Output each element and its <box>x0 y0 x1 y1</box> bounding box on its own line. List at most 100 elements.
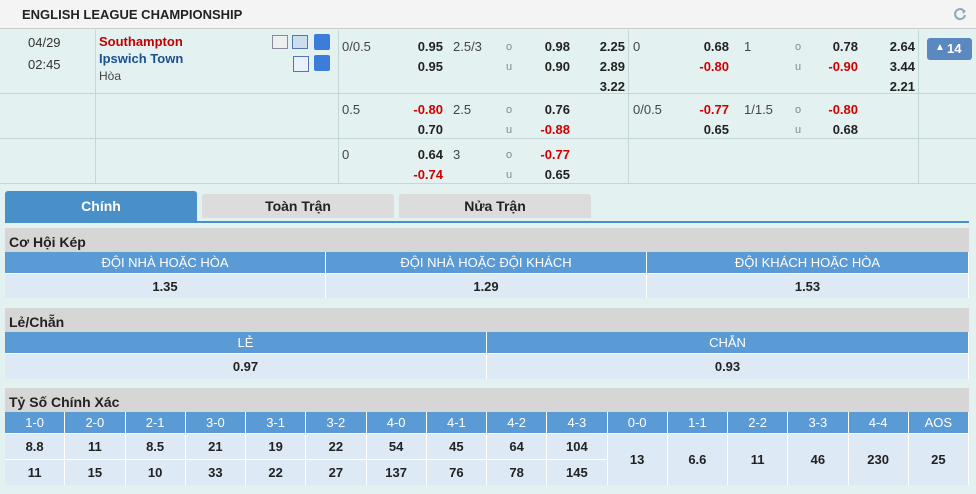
divider <box>628 30 629 183</box>
divider <box>0 93 976 94</box>
odds-value[interactable]: 2.64 <box>889 39 915 54</box>
odds-cell[interactable]: 1.35 <box>5 273 326 298</box>
odds-cell[interactable]: 64 <box>487 433 548 459</box>
total-line: 1 <box>744 39 752 54</box>
odds-value[interactable]: -0.80 <box>828 102 858 117</box>
more-button[interactable] <box>927 38 972 60</box>
column-header: CHẴN <box>487 332 969 353</box>
odds-cell[interactable]: 1.53 <box>647 273 969 298</box>
tab[interactable]: Toàn Trận <box>202 194 394 218</box>
odds-value[interactable]: -0.80 <box>699 59 729 74</box>
odds-cell[interactable]: 0.97 <box>5 353 487 379</box>
odds-cell[interactable]: 33 <box>185 459 246 485</box>
odds-cell[interactable]: 25 <box>908 433 969 485</box>
column-header: LẺ <box>5 332 487 353</box>
odds-value[interactable]: -0.77 <box>699 102 729 117</box>
column-header: 1-1 <box>667 412 728 433</box>
odds-cell[interactable]: 22 <box>306 433 367 459</box>
odds-value[interactable]: 0.68 <box>832 122 858 137</box>
column-header: 3-1 <box>246 412 307 433</box>
handicap-line: 0/0.5 <box>342 39 371 54</box>
divider <box>95 30 96 183</box>
odds-value[interactable]: 2.25 <box>599 39 625 54</box>
odds-cell[interactable]: 76 <box>426 459 487 485</box>
odds-value[interactable]: -0.74 <box>413 167 443 182</box>
odds-value[interactable]: 0.95 <box>417 59 443 74</box>
column-header: 3-0 <box>185 412 246 433</box>
tab-underline <box>5 221 969 223</box>
odds-cell[interactable]: 1.29 <box>326 273 647 298</box>
refresh-icon[interactable] <box>953 7 967 21</box>
odds-cell[interactable]: 22 <box>246 459 307 485</box>
match-time: 02:45 <box>28 57 61 72</box>
draw-label: Hòa <box>99 69 122 83</box>
odds-value[interactable]: 2.21 <box>889 79 915 94</box>
column-header: ĐỘI NHÀ HOẶC HÒA <box>5 252 326 273</box>
odds-cell[interactable]: 11 <box>5 459 66 485</box>
odds-cell[interactable]: 54 <box>366 433 427 459</box>
divider <box>918 30 919 183</box>
under-label: u <box>506 124 513 136</box>
over-label: o <box>506 41 513 53</box>
odds-cell[interactable]: 13 <box>607 433 668 485</box>
odds-value[interactable]: 2.89 <box>599 59 625 74</box>
odds-cell[interactable]: 230 <box>848 433 909 485</box>
odds-value[interactable]: 0.76 <box>544 102 570 117</box>
odds-value[interactable]: -0.80 <box>413 102 443 117</box>
odds-cell[interactable]: 27 <box>306 459 367 485</box>
odds-cell[interactable]: 137 <box>366 459 427 485</box>
odds-value[interactable]: -0.88 <box>540 122 570 137</box>
odds-value[interactable]: 0.70 <box>417 122 443 137</box>
away-team[interactable]: Ipswich Town <box>99 51 184 66</box>
odds-value[interactable]: 0.98 <box>544 39 570 54</box>
odds-value[interactable]: 3.22 <box>599 79 625 94</box>
tab[interactable]: Chính <box>5 191 197 221</box>
handicap-line: 0.5 <box>342 102 361 117</box>
lineup-icon[interactable] <box>292 35 308 49</box>
over-label: o <box>795 41 802 53</box>
handicap-line: 0 <box>342 147 350 162</box>
column-header: 2-1 <box>125 412 186 433</box>
odds-value[interactable]: 0.68 <box>703 39 729 54</box>
tab[interactable]: Nửa Trận <box>399 194 591 218</box>
odds-cell[interactable]: 6.6 <box>667 433 728 485</box>
odds-value[interactable]: -0.77 <box>540 147 570 162</box>
odds-cell[interactable]: 0.93 <box>487 353 969 379</box>
odds-value[interactable]: 0.90 <box>544 59 570 74</box>
odds-cell[interactable]: 10 <box>125 459 186 485</box>
odds-value[interactable]: 0.64 <box>417 147 443 162</box>
odds-cell[interactable]: 8.8 <box>5 433 66 459</box>
odds-value[interactable]: 0.95 <box>417 39 443 54</box>
home-team[interactable]: Southampton <box>99 34 183 49</box>
total-line: 1/1.5 <box>744 102 773 117</box>
odds-cell[interactable]: 46 <box>788 433 849 485</box>
column-header: 2-0 <box>65 412 126 433</box>
stats-icon[interactable] <box>272 35 288 49</box>
odds-cell[interactable]: 15 <box>65 459 126 485</box>
column-header: ĐỘI NHÀ HOẶC ĐỘI KHÁCH <box>326 252 647 273</box>
odds-cell[interactable]: 11 <box>65 433 126 459</box>
odds-value[interactable]: 3.44 <box>889 59 915 74</box>
odds-cell[interactable]: 21 <box>185 433 246 459</box>
odds-cell[interactable]: 145 <box>547 459 608 485</box>
chart-icon[interactable] <box>293 56 309 72</box>
odds-cell[interactable]: 104 <box>547 433 608 459</box>
odds-cell[interactable]: 78 <box>487 459 548 485</box>
more-count[interactable]: 14 <box>947 41 962 56</box>
odds-value[interactable]: 0.78 <box>832 39 858 54</box>
odds-cell[interactable]: 11 <box>728 433 789 485</box>
column-header: 3-3 <box>788 412 849 433</box>
league-title: ENGLISH LEAGUE CHAMPIONSHIP <box>22 7 243 22</box>
total-line: 2.5/3 <box>453 39 482 54</box>
favorite-icon[interactable] <box>314 34 330 50</box>
odds-value[interactable]: 0.65 <box>703 122 729 137</box>
under-label: u <box>795 124 802 136</box>
odds-value[interactable]: -0.90 <box>828 59 858 74</box>
divider <box>0 138 976 139</box>
odds-cell[interactable]: 19 <box>246 433 307 459</box>
arrow-icon: ▲ <box>935 42 945 53</box>
odds-icon[interactable] <box>314 55 330 71</box>
odds-cell[interactable]: 45 <box>426 433 487 459</box>
odds-value[interactable]: 0.65 <box>544 167 570 182</box>
odds-cell[interactable]: 8.5 <box>125 433 186 459</box>
